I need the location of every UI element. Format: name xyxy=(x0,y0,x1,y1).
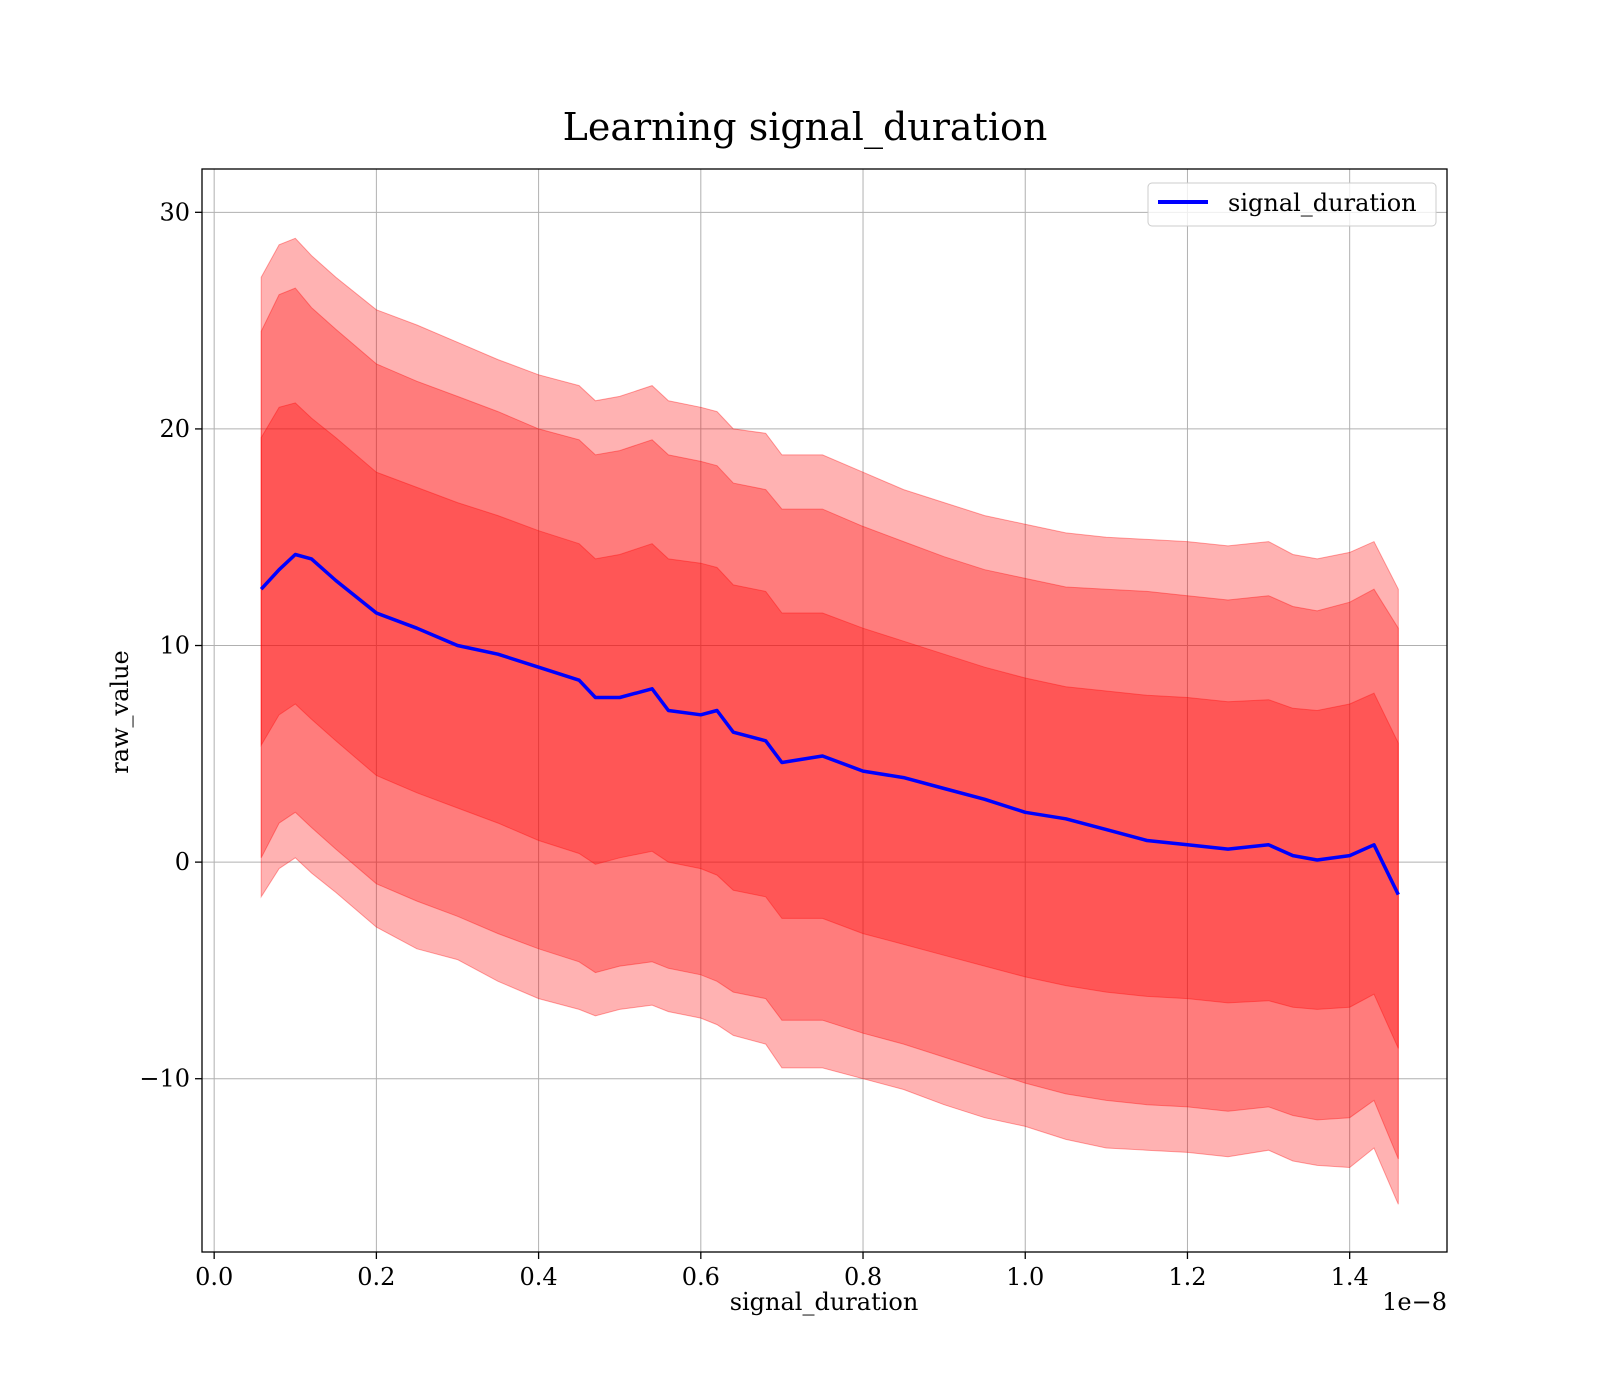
y-tick-label: 0 xyxy=(175,848,190,876)
y-axis-label: raw_value xyxy=(106,650,134,774)
plot-frame xyxy=(201,168,1448,1253)
x-tick-label: 0.6 xyxy=(682,1263,720,1291)
series-line-signal-duration xyxy=(259,552,1400,896)
confidence-band xyxy=(260,237,1399,1205)
x-tick-label: 0.2 xyxy=(357,1263,395,1291)
y-tick-label: 10 xyxy=(159,632,190,660)
x-axis-offset-label: 1e−8 xyxy=(1382,1288,1447,1316)
chart-title: Learning signal_duration xyxy=(563,105,1048,150)
x-tick-label: 1.4 xyxy=(1331,1263,1369,1291)
legend-box xyxy=(1147,182,1437,227)
x-axis: 0.0 0.2 0.4 0.6 0.8 1.0 1.2 1.4 xyxy=(195,1252,1369,1291)
x-tick-label: 1.2 xyxy=(1168,1263,1206,1291)
x-tick-label: 0.4 xyxy=(520,1263,558,1291)
legend-label: signal_duration xyxy=(1228,189,1417,217)
y-tick-label: −10 xyxy=(139,1065,190,1093)
series-lines xyxy=(259,552,1400,896)
confidence-band xyxy=(260,287,1399,1160)
y-tick-label: 20 xyxy=(159,415,190,443)
x-tick-label: 0.0 xyxy=(195,1263,233,1291)
y-tick-label: 30 xyxy=(159,198,190,226)
x-tick-label: 1.0 xyxy=(1006,1263,1044,1291)
x-tick-label: 0.8 xyxy=(844,1263,882,1291)
plot-area xyxy=(202,169,1447,1252)
x-axis-label: signal_duration xyxy=(730,1288,919,1316)
confidence-bands xyxy=(260,237,1399,1205)
y-axis: −10 0 10 20 30 xyxy=(139,198,202,1093)
grid xyxy=(202,169,1447,1252)
confidence-band xyxy=(260,402,1399,1049)
legend: signal_duration xyxy=(1147,182,1437,227)
